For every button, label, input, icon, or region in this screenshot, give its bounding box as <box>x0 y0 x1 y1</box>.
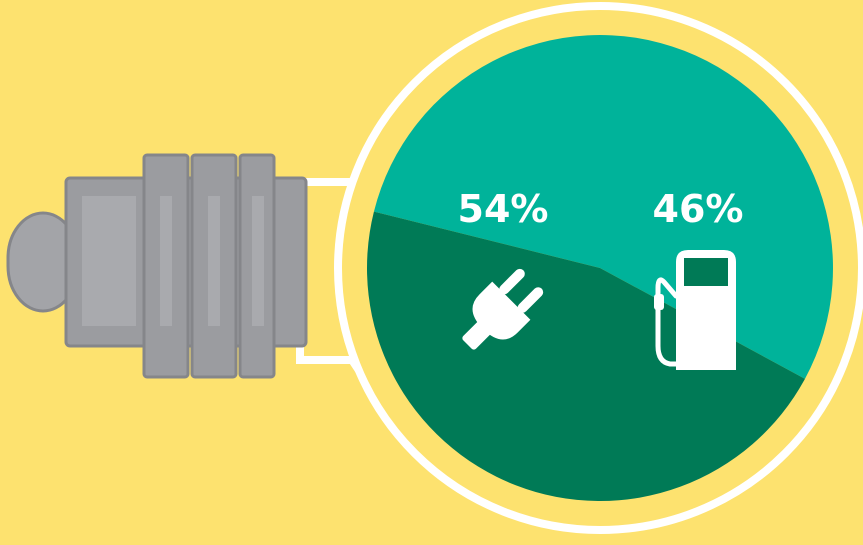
pie-chart <box>366 35 833 502</box>
bulb-base-highlight-3 <box>208 196 220 326</box>
electric-plug-icon <box>462 268 544 350</box>
slice-label-electric: 54% <box>458 187 549 231</box>
pie-slice-fuel <box>366 211 805 502</box>
bulb-base-highlight-2 <box>160 196 172 326</box>
bulb-base-highlight-1 <box>82 196 136 326</box>
bulb-base <box>6 153 308 379</box>
fuel-pump-icon <box>654 250 736 370</box>
bulb-base-highlight-4 <box>252 196 264 326</box>
slice-label-fuel: 46% <box>653 187 744 231</box>
